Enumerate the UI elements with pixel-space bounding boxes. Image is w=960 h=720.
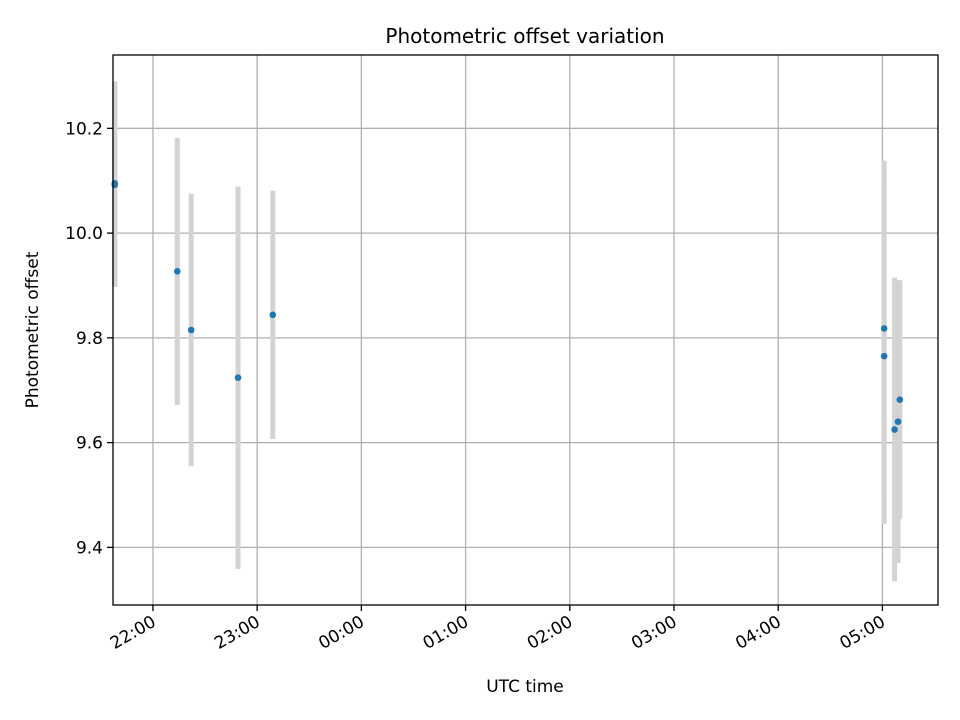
y-tick-label: 10.0: [65, 224, 103, 244]
data-point: [187, 326, 195, 334]
y-tick-label: 9.4: [76, 538, 103, 558]
data-point: [894, 418, 902, 425]
y-tick-label: 9.6: [76, 434, 103, 454]
chart-title: Photometric offset variation: [385, 24, 664, 48]
data-point: [896, 396, 904, 403]
data-point: [891, 426, 898, 433]
data-point: [880, 352, 888, 360]
plot-background: [113, 55, 938, 605]
y-axis-ticks: 9.4 9.6 9.8 10.0 10.2: [65, 119, 113, 558]
plot-frame: [112, 54, 939, 606]
data-point: [234, 374, 242, 381]
y-axis-label: Photometric offset: [23, 251, 43, 408]
data-point: [880, 325, 888, 332]
x-axis-label: UTC time: [486, 677, 564, 697]
data-point: [173, 268, 181, 275]
y-tick-label: 10.2: [65, 119, 103, 139]
data-point: [269, 311, 277, 319]
y-tick-label: 9.8: [76, 329, 103, 349]
